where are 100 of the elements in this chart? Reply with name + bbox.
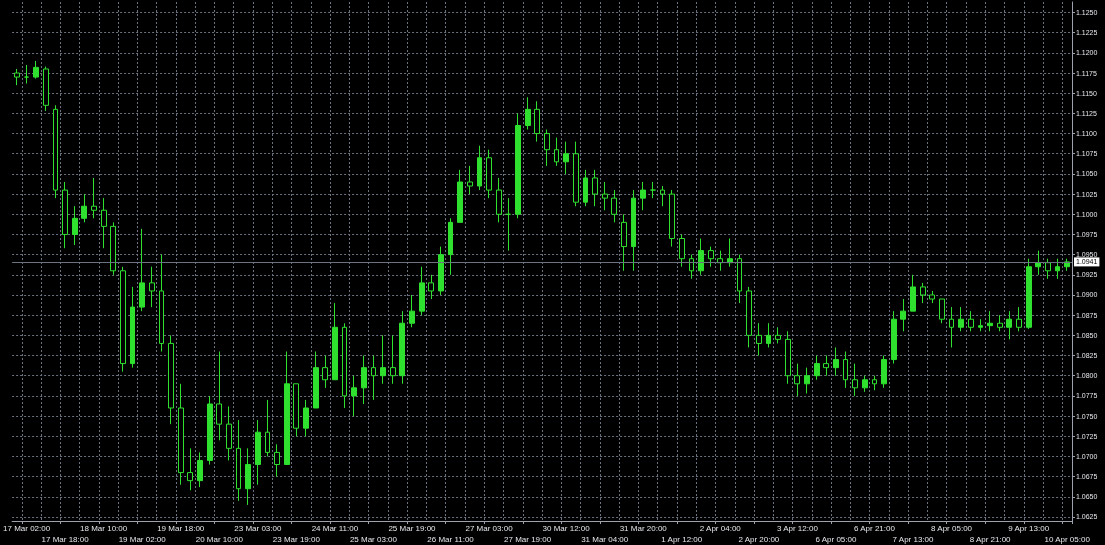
candlestick xyxy=(823,355,829,377)
candlestick xyxy=(1006,310,1012,340)
x-tick-label: 19 Mar 18:00 xyxy=(157,523,205,533)
candlestick xyxy=(342,322,347,409)
candlestick xyxy=(293,383,299,437)
candlestick xyxy=(650,181,656,199)
candlestick xyxy=(631,189,636,272)
candlestick xyxy=(997,314,1003,332)
candlestick xyxy=(361,355,367,405)
candlestick xyxy=(900,298,906,332)
candlestick xyxy=(689,254,694,280)
x-tick-label: 19 Mar 02:00 xyxy=(118,534,167,544)
candlestick xyxy=(534,100,540,143)
candlestick xyxy=(525,96,531,131)
x-tick-label: 20 Mar 10:00 xyxy=(195,534,244,544)
x-tick-label: 25 Mar 19:00 xyxy=(388,523,437,533)
candlestick xyxy=(72,205,78,246)
candlestick xyxy=(139,228,145,312)
x-tick-label: 6 Apr 21:00 xyxy=(854,523,896,533)
candlestick xyxy=(91,177,97,219)
candlestick xyxy=(852,363,858,397)
candlestick xyxy=(419,266,425,316)
candlestick xyxy=(409,294,415,328)
x-tick-label: 31 Mar 20:00 xyxy=(619,523,668,533)
candlestick xyxy=(794,363,800,397)
candlestick xyxy=(178,383,184,486)
candlestick xyxy=(698,238,704,276)
candlestick xyxy=(81,193,87,223)
candlestick xyxy=(814,355,820,381)
candlestick xyxy=(843,351,848,389)
candlestick xyxy=(660,185,665,207)
candlestick xyxy=(1035,250,1041,276)
candlestick xyxy=(621,213,627,272)
x-tick-label: 23 Mar 19:00 xyxy=(272,534,321,544)
candlestick xyxy=(766,322,771,348)
candlestick xyxy=(24,64,29,85)
candlestick xyxy=(448,217,453,276)
candlestick xyxy=(910,274,916,312)
candlestick xyxy=(987,310,993,332)
candlestick xyxy=(881,355,887,389)
candlestick xyxy=(62,181,68,249)
candlestick xyxy=(149,266,155,308)
x-tick-label: 2 Apr 20:00 xyxy=(738,534,780,544)
candlestick xyxy=(1055,258,1060,280)
candlestick xyxy=(33,60,39,80)
x-tick-label: 8 Apr 21:00 xyxy=(969,534,1012,544)
candlestick xyxy=(515,112,521,219)
candlestick xyxy=(727,238,733,268)
candlestick xyxy=(611,189,617,223)
candlestick xyxy=(1016,306,1022,332)
candlestick xyxy=(708,246,714,268)
candlestick xyxy=(390,334,396,385)
x-tick-label: 24 Mar 11:00 xyxy=(311,523,359,533)
candlestick xyxy=(284,351,290,465)
candlestick xyxy=(168,334,174,425)
x-tick-label: 7 Apr 13:00 xyxy=(892,534,935,544)
candlestick xyxy=(669,189,675,248)
x-tick-label: 23 Mar 03:00 xyxy=(234,523,282,533)
x-tick-label: 31 Mar 04:00 xyxy=(581,534,629,544)
candlestick xyxy=(110,221,116,276)
candlestick xyxy=(563,141,569,175)
candlestick xyxy=(43,66,49,112)
x-tick-label: 10 Apr 05:00 xyxy=(1044,534,1091,544)
candlestick xyxy=(746,286,752,348)
candlestick xyxy=(1045,258,1051,280)
candlestick xyxy=(775,326,781,344)
candlestick xyxy=(53,104,58,199)
candlestick xyxy=(322,355,328,389)
candlestick xyxy=(929,290,935,304)
x-tick-label: 3 Apr 12:00 xyxy=(776,523,819,533)
candlestick xyxy=(236,419,241,502)
candlestick xyxy=(833,346,839,377)
candlestick xyxy=(949,306,954,348)
candlestick xyxy=(496,177,502,223)
candlestick xyxy=(197,451,203,488)
candlestick xyxy=(978,318,983,332)
candlestick xyxy=(467,165,473,195)
candlestick xyxy=(554,137,559,167)
candlestick xyxy=(477,145,482,191)
candlestick xyxy=(226,405,232,461)
candlestick xyxy=(371,355,376,401)
candlestick xyxy=(486,149,492,199)
candlestick xyxy=(351,375,357,417)
x-tick-label: 6 Apr 05:00 xyxy=(815,534,857,544)
candlestick xyxy=(958,306,964,332)
candlestick xyxy=(1026,258,1032,330)
candlestick xyxy=(187,447,193,491)
candlestick xyxy=(640,181,646,211)
candlestick xyxy=(207,395,213,465)
candlestick xyxy=(120,266,126,373)
candlestick xyxy=(101,197,107,249)
candlestick xyxy=(457,169,463,223)
candlestick xyxy=(679,233,685,268)
candlestick xyxy=(573,141,579,207)
candlestick xyxy=(438,246,444,296)
candlestick xyxy=(159,254,164,352)
x-tick-label: 9 Apr 13:00 xyxy=(1008,523,1050,533)
x-tick-label: 30 Mar 12:00 xyxy=(542,523,591,533)
candlestick xyxy=(872,375,877,391)
candlestick xyxy=(891,310,897,365)
